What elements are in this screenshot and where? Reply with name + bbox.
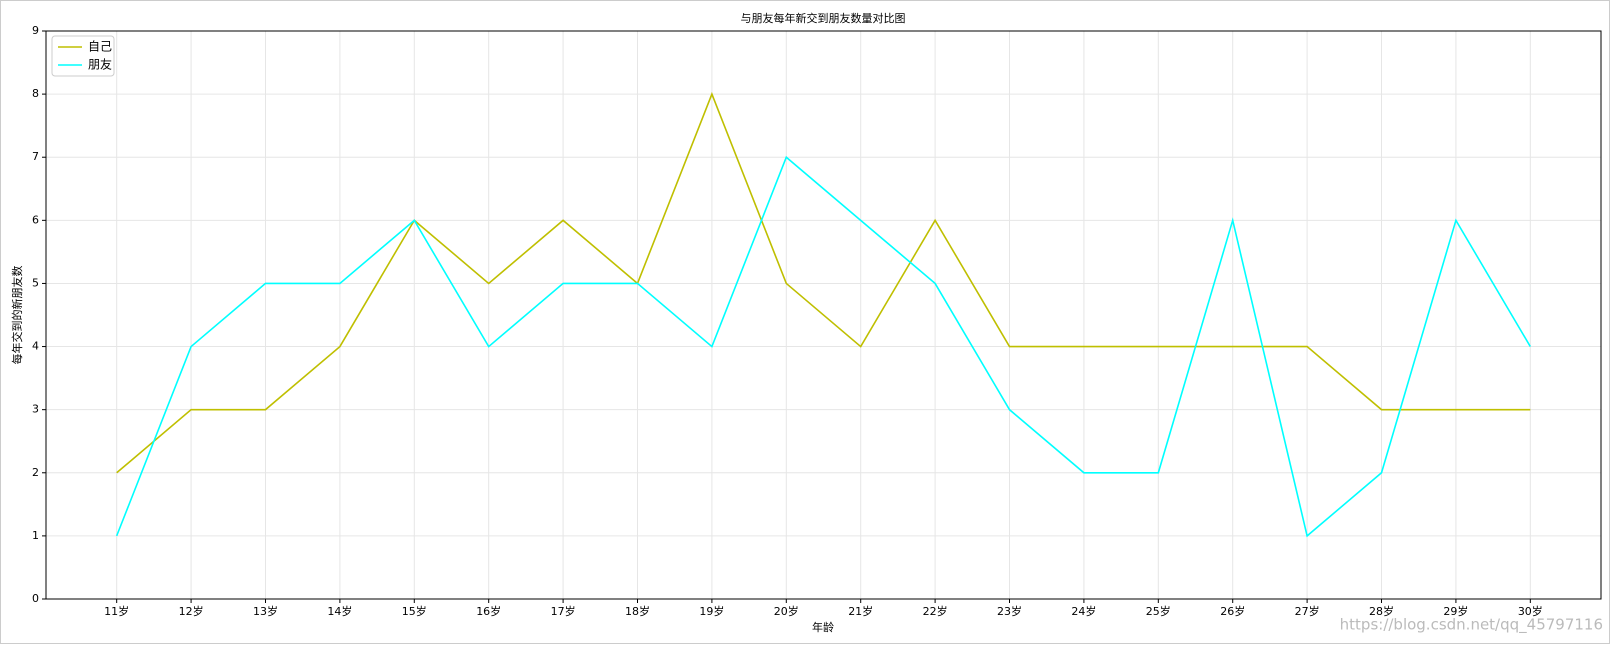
y-tick-label: 8 bbox=[32, 87, 39, 100]
plot-border bbox=[45, 30, 1602, 600]
x-tick-label: 16岁 bbox=[476, 604, 501, 618]
x-tick-label: 11岁 bbox=[104, 604, 129, 618]
line-series bbox=[115, 155, 1532, 538]
x-tick-label: 24岁 bbox=[1071, 604, 1096, 618]
y-tick-label: 9 bbox=[32, 24, 39, 37]
chart-title: 与朋友每年新交到朋友数量对比图 bbox=[741, 11, 906, 25]
y-tick-label: 7 bbox=[32, 150, 39, 163]
x-tick-label: 28岁 bbox=[1369, 604, 1394, 618]
line-series bbox=[116, 91, 1531, 474]
y-tick-label: 0 bbox=[32, 592, 39, 605]
x-tick-label: 13岁 bbox=[253, 604, 278, 618]
y-tick-label: 6 bbox=[32, 213, 39, 226]
x-tick-label: 12岁 bbox=[179, 604, 204, 618]
x-tick-label: 27岁 bbox=[1295, 604, 1320, 618]
x-tick-label: 18岁 bbox=[625, 604, 650, 618]
legend-label: 朋友 bbox=[88, 58, 112, 72]
x-tick-label: 25岁 bbox=[1146, 604, 1171, 618]
y-tick-label: 4 bbox=[32, 340, 39, 353]
x-tick-label: 26岁 bbox=[1220, 604, 1245, 618]
x-tick-label: 14岁 bbox=[327, 604, 352, 618]
legend-label: 自己 bbox=[88, 40, 112, 54]
x-tick-label: 20岁 bbox=[774, 604, 799, 618]
x-tick-label: 21岁 bbox=[848, 604, 873, 618]
x-tick-label: 17岁 bbox=[551, 604, 576, 618]
y-tick-label: 5 bbox=[32, 276, 39, 289]
x-tick-label: 23岁 bbox=[997, 604, 1022, 618]
legend-box bbox=[51, 35, 115, 77]
y-tick-label: 3 bbox=[32, 403, 39, 416]
x-tick-label: 22岁 bbox=[923, 604, 948, 618]
watermark: https://blog.csdn.net/qq_45797116 bbox=[1340, 616, 1603, 635]
x-axis-label: 年龄 bbox=[812, 620, 834, 634]
x-tick-label: 29岁 bbox=[1443, 604, 1468, 618]
y-tick-label: 1 bbox=[32, 529, 39, 542]
x-tick-label: 30岁 bbox=[1518, 604, 1543, 618]
y-axis-label: 每年交到的新朋友数 bbox=[10, 266, 24, 365]
x-tick-label: 15岁 bbox=[402, 604, 427, 618]
x-tick-label: 19岁 bbox=[699, 604, 724, 618]
y-tick-label: 2 bbox=[32, 466, 39, 479]
